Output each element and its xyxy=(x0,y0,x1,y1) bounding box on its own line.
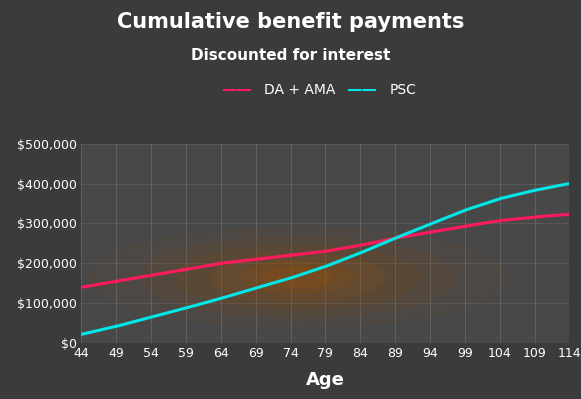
X-axis label: Age: Age xyxy=(306,371,345,389)
Text: ——: —— xyxy=(221,82,252,97)
Text: Cumulative benefit payments: Cumulative benefit payments xyxy=(117,12,464,32)
Ellipse shape xyxy=(175,245,419,309)
Ellipse shape xyxy=(263,267,332,287)
Ellipse shape xyxy=(88,227,507,327)
Text: ——: —— xyxy=(346,82,376,97)
Ellipse shape xyxy=(141,237,454,317)
Text: Discounted for interest: Discounted for interest xyxy=(191,48,390,63)
Text: PSC: PSC xyxy=(389,83,416,97)
Ellipse shape xyxy=(210,253,385,301)
Ellipse shape xyxy=(242,261,353,293)
Text: DA + AMA: DA + AMA xyxy=(264,83,336,97)
